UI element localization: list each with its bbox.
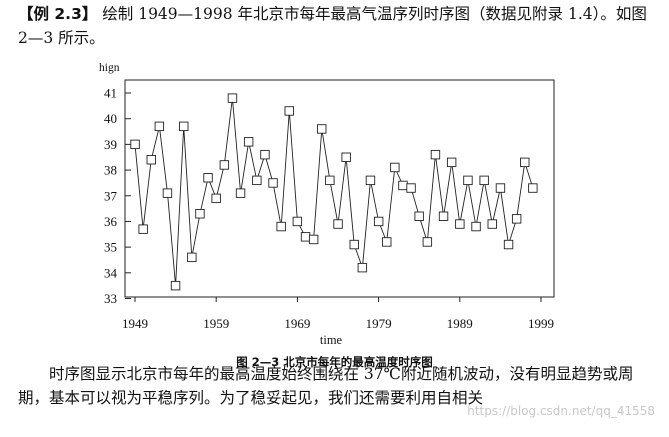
data-point-marker	[528, 183, 538, 193]
data-point-marker	[252, 175, 262, 186]
data-point-marker	[446, 157, 457, 168]
x-tick-label: 1979	[366, 316, 392, 331]
data-point-marker	[317, 124, 327, 134]
y-tick-label: 36	[104, 214, 118, 229]
data-point-marker	[130, 139, 140, 150]
data-point-marker	[471, 221, 481, 232]
data-markers	[130, 93, 538, 291]
x-tick-label: 1989	[447, 316, 473, 331]
y-tick-label: 34	[104, 265, 118, 280]
data-point-marker	[430, 149, 441, 160]
data-point-marker	[187, 252, 197, 263]
y-tick-label: 37	[104, 188, 118, 203]
data-point-marker	[463, 175, 473, 186]
x-axis-label: time	[320, 333, 343, 347]
data-point-marker	[382, 237, 392, 247]
data-point-marker	[357, 262, 368, 273]
data-point-marker	[284, 106, 294, 116]
data-point-marker	[398, 180, 408, 191]
data-point-marker	[455, 219, 465, 229]
y-tick-label: 39	[104, 137, 117, 152]
x-tick-label: 1959	[203, 316, 229, 331]
y-axis: 33 34 35 36 37 38 39 40 41	[104, 86, 131, 306]
y-tick-label: 38	[104, 163, 117, 178]
data-point-marker	[276, 221, 286, 232]
data-point-marker	[479, 175, 489, 186]
y-tick-label: 41	[104, 86, 117, 101]
figure-caption: 图 2—3 北京市每年的最高温度时序图	[236, 355, 433, 369]
data-point-marker	[438, 211, 449, 221]
data-point-marker	[219, 160, 230, 170]
data-point-marker	[365, 175, 376, 186]
series-line	[134, 98, 534, 286]
data-point-marker	[203, 173, 213, 183]
data-point-marker	[341, 152, 351, 162]
data-point-marker	[308, 234, 319, 245]
outro-paragraph: 时序图显示北京市每年的最高温度始终围绕在 37℃附近随机波动，没有明显趋势或周期…	[18, 365, 634, 407]
data-point-marker	[333, 219, 343, 229]
data-point-marker	[406, 183, 416, 193]
x-tick-label: 1999	[528, 316, 554, 331]
intro-paragraph: 【例 2.3】 绘制 1949—1998 年北京市每年最高气温序列时序图（数据见…	[18, 2, 655, 50]
data-point-marker	[195, 209, 205, 219]
example-label: 【例 2.3】	[18, 5, 98, 23]
data-point-marker	[292, 216, 303, 227]
data-point-marker	[179, 121, 189, 132]
data-point-marker	[162, 188, 173, 198]
data-point-marker	[414, 211, 424, 221]
plot-frame	[124, 79, 555, 298]
data-point-marker	[211, 193, 221, 204]
data-point-marker	[422, 237, 433, 247]
y-axis-label: hign	[99, 62, 120, 74]
data-point-marker	[349, 239, 359, 250]
data-point-marker	[170, 280, 181, 291]
x-axis: 1949 1959 1969 1979 1989 1999	[122, 297, 554, 331]
y-tick-label: 35	[104, 240, 117, 255]
x-tick-label: 1969	[284, 316, 310, 331]
data-point-marker	[268, 178, 278, 188]
data-point-marker	[243, 137, 254, 147]
data-point-marker	[373, 216, 384, 227]
data-point-marker	[390, 162, 400, 173]
data-point-marker	[138, 224, 148, 234]
data-point-marker	[260, 149, 270, 160]
data-point-marker	[300, 232, 311, 242]
y-tick-label: 40	[104, 111, 117, 126]
data-point-marker	[487, 219, 497, 229]
y-tick-label: 33	[104, 291, 117, 306]
data-point-marker	[154, 121, 165, 132]
intro-text: 绘制 1949—1998 年北京市每年最高气温序列时序图（数据见附录 1.4）。…	[18, 5, 647, 47]
data-point-marker	[227, 93, 238, 103]
data-point-marker	[146, 155, 156, 165]
x-tick-label: 1949	[122, 316, 148, 331]
watermark: https://blog.csdn.net/qq_41558	[467, 404, 655, 418]
data-point-marker	[503, 239, 514, 250]
data-point-marker	[511, 214, 522, 224]
data-point-marker	[325, 175, 335, 186]
data-point-marker	[520, 157, 530, 168]
data-point-marker	[235, 188, 246, 198]
data-point-marker	[495, 183, 506, 193]
